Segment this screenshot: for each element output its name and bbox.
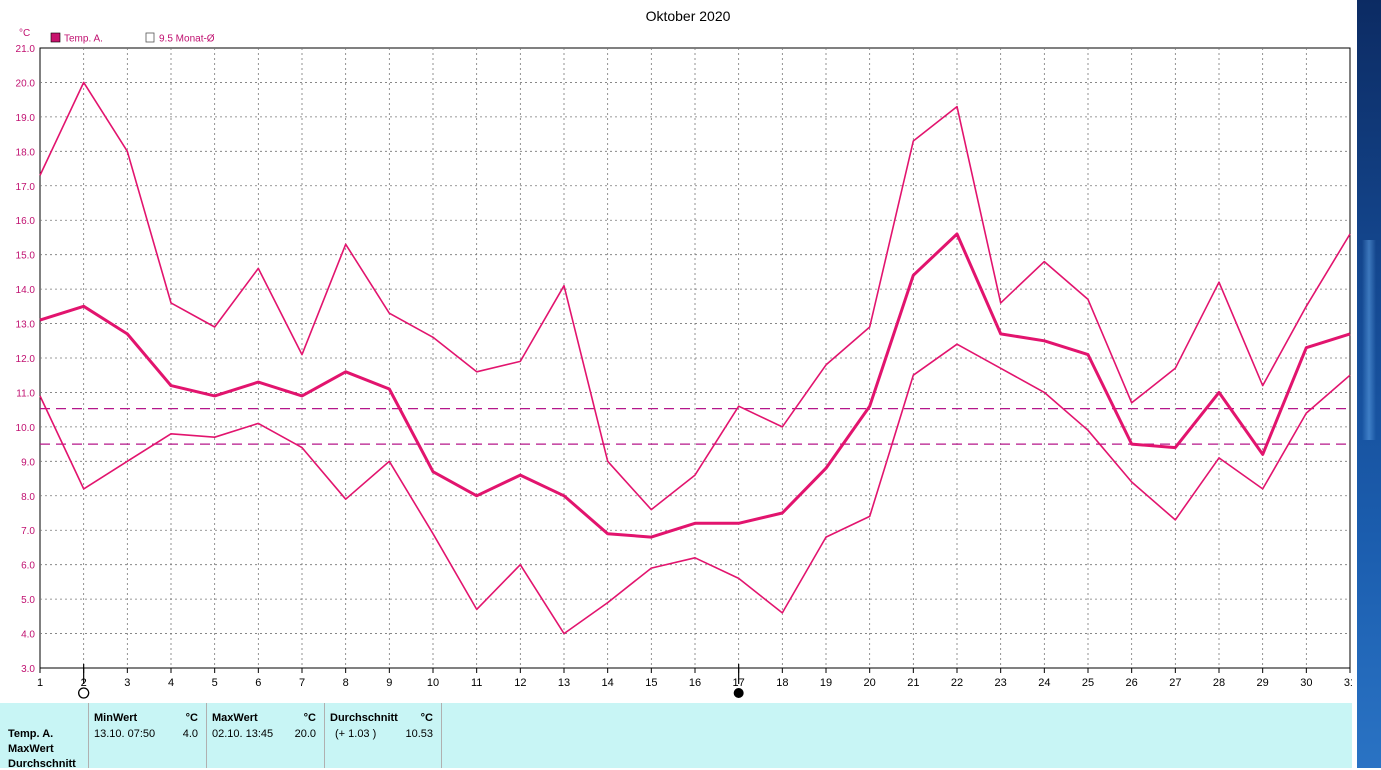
min-value: 4.0 (182, 728, 198, 740)
stats-avg-column: Durchschnitt °C (+ 1.03 ) 10.53 (325, 703, 442, 768)
y-tick-label: 12.0 (16, 354, 36, 365)
y-tick-label: 11.0 (16, 388, 35, 399)
avg-header: Durchschnitt (330, 712, 398, 724)
y-axis: 21.0 20.0 19.0 18.0 17.0 16.0 15.0 14.0 13.0 12.0… (16, 44, 36, 675)
y-tick-label: 7.0 (21, 526, 35, 537)
desktop-background-strip (1352, 0, 1381, 768)
x-tick-label: 15 (645, 677, 657, 689)
x-tick-label: 10 (427, 677, 439, 689)
x-tick-label: 14 (602, 677, 614, 689)
x-tick-label: 9 (386, 677, 392, 689)
y-tick-label: 17.0 (16, 182, 36, 193)
y-tick-label: 10.0 (16, 423, 36, 434)
statistics-panel: Temp. A. MaxWert Durchschnitt MinWert °C… (0, 703, 1352, 770)
max-header: MaxWert (212, 712, 258, 724)
legend-empty-square-icon (145, 32, 155, 43)
x-tick-label: 5 (212, 677, 218, 689)
y-tick-label: 6.0 (21, 561, 35, 572)
series-line-mean (39, 232, 1351, 539)
x-tick-label: 13 (558, 677, 570, 689)
full-moon-icon (78, 687, 90, 699)
avg-delta: (+ 1.03 ) (335, 728, 377, 740)
legend-label-monthly-average: 9.5 Monat-Ø (159, 34, 215, 45)
stats-row-labels: Temp. A. MaxWert Durchschnitt (0, 703, 89, 770)
y-tick-label: 13.0 (16, 320, 36, 331)
x-tick-label: 3 (124, 677, 130, 689)
row-label-temp: Temp. A. (8, 728, 54, 740)
y-tick-label: 15.0 (16, 251, 36, 262)
x-tick-label: 22 (951, 677, 963, 689)
x-tick-label: 24 (1038, 677, 1050, 689)
row-label-maxwert: MaxWert (8, 743, 54, 755)
y-tick-label: 14.0 (16, 285, 36, 296)
y-tick-label: 4.0 (21, 630, 35, 641)
chart-legend: Temp. A. 9.5 Monat-Ø (50, 32, 215, 45)
avg-unit: °C (420, 712, 433, 724)
min-datetime: 13.10. 07:50 (94, 728, 156, 740)
x-tick-label: 29 (1257, 677, 1269, 689)
x-tick-label: 28 (1213, 677, 1225, 689)
x-tick-label: 16 (689, 677, 701, 689)
new-moon-icon (733, 688, 744, 698)
y-tick-label: 9.0 (21, 457, 35, 468)
max-datetime: 02.10. 13:45 (212, 728, 274, 740)
x-tick-label: 8 (343, 677, 349, 689)
min-header: MinWert (94, 712, 138, 724)
stats-max-column: MaxWert °C 02.10. 13:45 20.0 (207, 703, 325, 768)
chart-title: Oktober 2020 (646, 8, 731, 24)
series-lines (39, 81, 1351, 635)
stats-min-column: MinWert °C 13.10. 07:50 4.0 (89, 703, 207, 768)
min-unit: °C (185, 712, 198, 724)
y-axis-unit-label: °C (19, 28, 30, 39)
y-tick-label: 5.0 (21, 595, 35, 606)
x-tick-label: 6 (255, 677, 261, 689)
y-tick-label: 16.0 (16, 216, 36, 227)
max-unit: °C (303, 712, 316, 724)
y-tick-label: 18.0 (16, 147, 36, 158)
x-tick-label: 26 (1126, 677, 1138, 689)
y-tick-label: 21.0 (16, 44, 36, 55)
max-value: 20.0 (294, 728, 316, 740)
series-line-max (39, 81, 1351, 511)
x-tick-label: 25 (1082, 677, 1094, 689)
chart-canvas: Oktober 2020 °C Temp. A. 9.5 Monat-Ø 21.… (16, 8, 1352, 699)
x-tick-label: 4 (168, 677, 174, 689)
x-tick-label: 19 (820, 677, 832, 689)
legend-filled-square-icon (50, 32, 61, 43)
y-tick-label: 19.0 (16, 113, 36, 124)
x-tick-label: 11 (471, 677, 482, 689)
row-label-durchschnitt: Durchschnitt (8, 758, 76, 770)
x-tick-label: 23 (995, 677, 1007, 689)
y-tick-label: 3.0 (21, 664, 35, 675)
x-tick-label: 1 (37, 677, 43, 689)
x-tick-label: 27 (1169, 677, 1181, 689)
x-axis: 1234567891011121314151617181920212223242… (37, 668, 1352, 689)
x-tick-label: 30 (1300, 677, 1312, 689)
moon-phase-markers (78, 664, 744, 699)
x-tick-label: 21 (907, 677, 919, 689)
series-line-min (39, 343, 1351, 635)
x-tick-label: 20 (864, 677, 876, 689)
avg-value: 10.53 (405, 728, 433, 740)
y-tick-label: 8.0 (21, 492, 35, 503)
x-tick-label: 18 (776, 677, 788, 689)
y-tick-label: 20.0 (16, 78, 36, 89)
x-tick-label: 12 (514, 677, 526, 689)
legend-label-temp: Temp. A. (64, 34, 103, 45)
x-tick-label: 31 (1344, 677, 1352, 689)
x-tick-label: 7 (299, 677, 305, 689)
